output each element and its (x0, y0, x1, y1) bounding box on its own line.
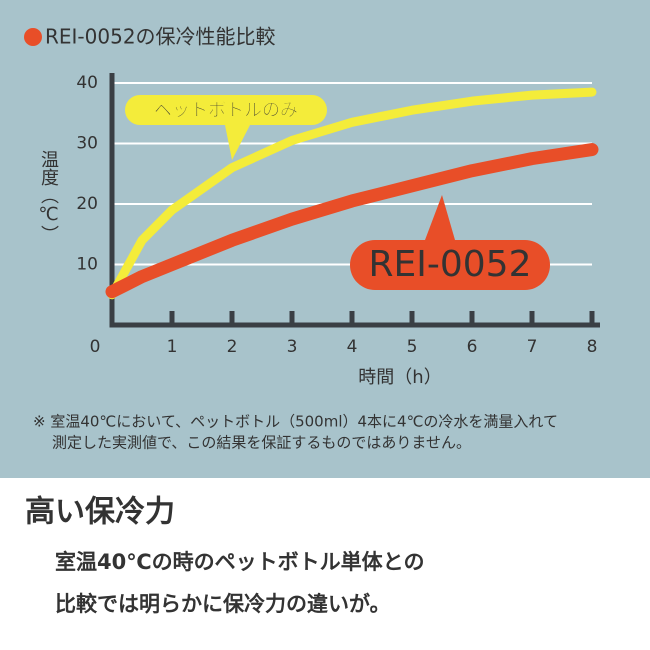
x-tick-label: 6 (467, 337, 478, 357)
axes (109, 73, 600, 328)
line (107, 87, 597, 300)
x-tick-label: 8 (587, 337, 598, 357)
body-line: 比較では明らかに保冷力の違いが。 (55, 592, 391, 616)
y-tick-label: 20 (76, 194, 98, 214)
y-tick-label: 30 (76, 134, 98, 154)
note-line: ※ 室温40℃において、ペットボトル（500ml）4本に4℃の冷水を満量入れて (33, 413, 558, 431)
x-tick-label: 2 (227, 337, 238, 357)
chart-panel (0, 0, 650, 478)
callout-box (125, 95, 327, 160)
body-line: 室温40℃の時のペットボトル単体との (55, 550, 424, 574)
chart-title: REI-0052の保冷性能比較 (45, 25, 276, 49)
x-tick-label: 0 (90, 337, 101, 357)
x-tick-label: 5 (407, 337, 418, 357)
x-tick-label: 3 (287, 337, 298, 357)
callout-box (350, 195, 550, 290)
heading: 高い保冷力 (25, 495, 175, 530)
y-tick-label: 40 (76, 73, 98, 93)
x-tick-label: 4 (347, 337, 358, 357)
y-axis-label: 温度（℃） (38, 150, 59, 243)
x-tick-label: 7 (527, 337, 538, 357)
x-axis-label: 時間（h） (358, 367, 441, 388)
x-tick-label: 1 (167, 337, 178, 357)
title-dot (24, 28, 42, 46)
legend-label: ペットボトルのみ (154, 100, 298, 121)
line (105, 143, 599, 299)
legend-label: REI-0052 (369, 244, 532, 285)
y-tick-label: 10 (76, 255, 98, 275)
note-line: 測定した実測値で、この結果を保証するものではありません。 (52, 434, 471, 452)
